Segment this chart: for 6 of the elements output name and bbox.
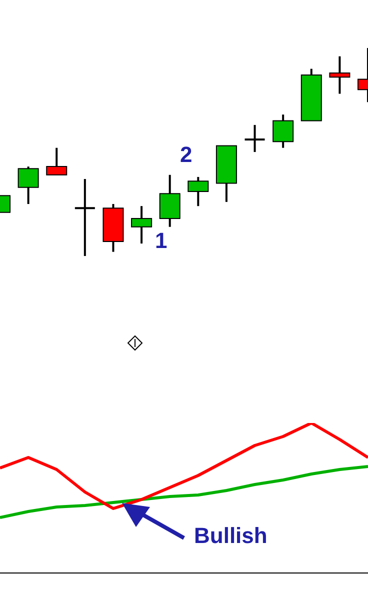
annotation: 1 xyxy=(155,228,168,254)
annotation: Bullish xyxy=(194,523,268,549)
annotation: 2 xyxy=(180,142,192,168)
candlestick xyxy=(18,166,39,205)
candlestick xyxy=(74,178,96,257)
candlestick xyxy=(244,124,266,153)
